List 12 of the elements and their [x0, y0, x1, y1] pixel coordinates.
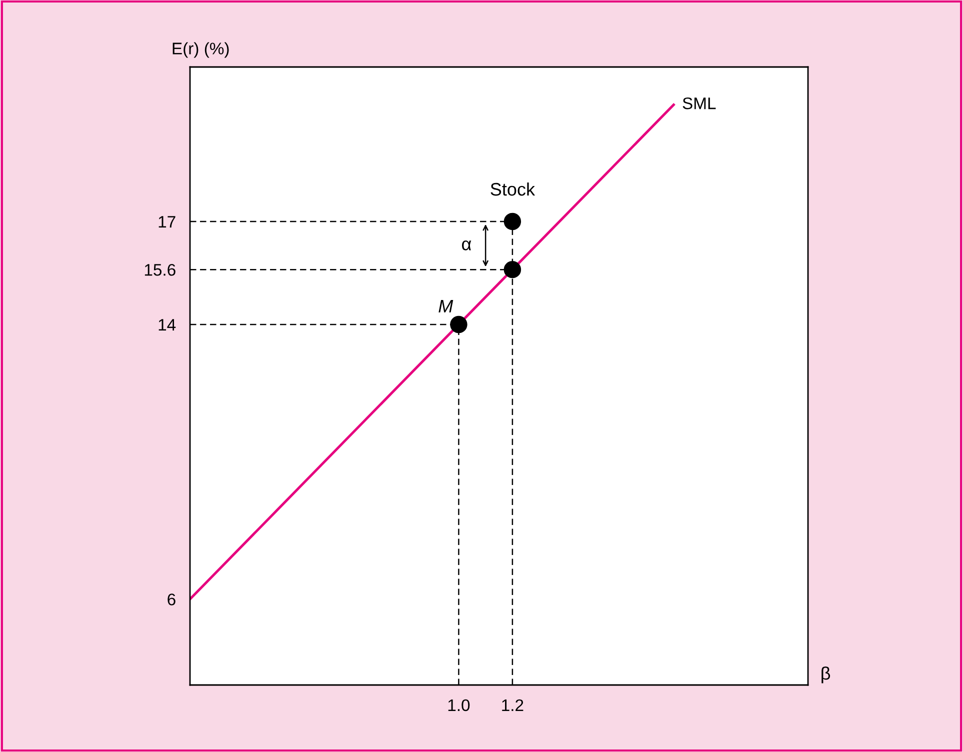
x-tick-label: 1.0 — [448, 699, 470, 712]
series-label: SML — [682, 97, 716, 110]
x-tick-label: 1.2 — [502, 699, 524, 711]
y-tick-label: 15.6 — [144, 264, 176, 276]
x-axis-title: β — [822, 666, 830, 684]
y-tick-label: 6 — [168, 594, 176, 606]
annotation: M — [438, 300, 454, 312]
annotation: α — [462, 240, 472, 250]
y-tick-label: 14 — [158, 319, 176, 331]
y-tick-label: 17 — [158, 216, 176, 228]
y-axis-title: E(r) (%) — [172, 42, 229, 58]
annotation: Stock — [490, 182, 536, 196]
